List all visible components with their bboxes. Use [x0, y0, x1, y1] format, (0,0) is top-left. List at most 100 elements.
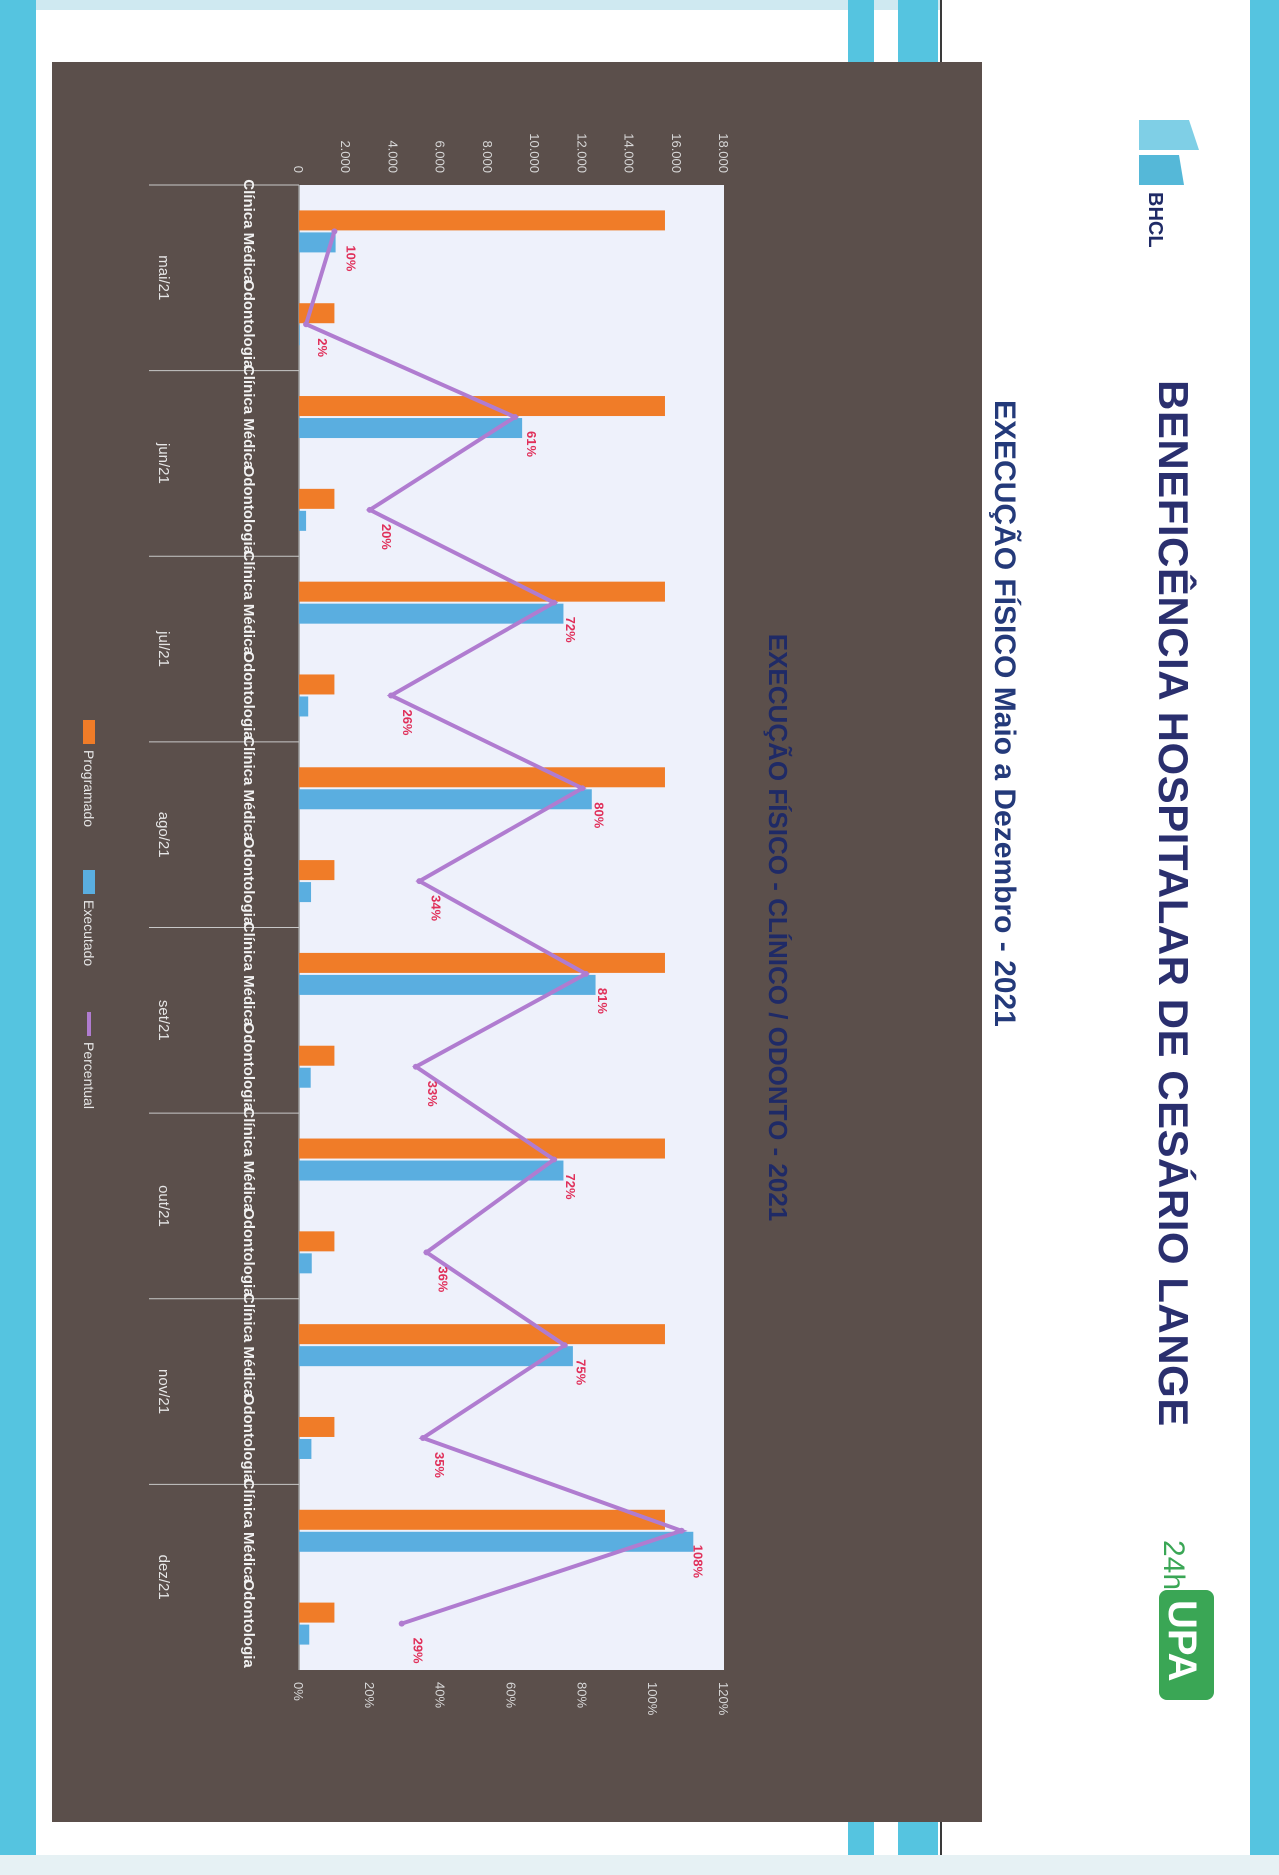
bar-programado [299, 674, 335, 695]
percentual-point [419, 1434, 426, 1441]
category-label: Clínica Médica [240, 365, 257, 470]
percentual-point [416, 878, 423, 885]
percentual-point [303, 321, 310, 328]
percentual-point [366, 506, 373, 513]
bar-programado [299, 1138, 665, 1159]
group-label: nov/21 [155, 1369, 172, 1414]
bar-programado [299, 581, 665, 602]
y-right-tick-label: 80% [574, 1682, 589, 1708]
percentual-point [551, 1156, 557, 1163]
bhcl-logo-shape-2 [1139, 155, 1184, 185]
percentual-point [412, 1063, 419, 1070]
bar-programado [299, 210, 665, 231]
percentual-point [331, 228, 338, 235]
category-label: Odontologia [240, 1023, 257, 1112]
category-label: Odontologia [240, 651, 257, 740]
y-left-tick-label: 8.000 [480, 140, 495, 173]
category-label: Clínica Médica [240, 551, 257, 656]
y-right-tick-label: 40% [433, 1682, 448, 1708]
percentual-point [579, 785, 586, 792]
percent-data-label: 20% [379, 524, 394, 550]
category-label: Clínica Médica [240, 1107, 257, 1212]
page-bottom-strip [0, 1855, 1279, 1875]
y-left-tick-label: 14.000 [622, 133, 637, 173]
group-label: set/21 [155, 1000, 172, 1041]
category-label: Odontologia [240, 1579, 257, 1668]
upa-logo-shape [1159, 1590, 1214, 1700]
chart-title: EXECUÇÃO FÍSICO - CLÍNICO / ODONTO - 202… [763, 634, 793, 1222]
y-left-tick-label: 2.000 [338, 140, 353, 173]
bar-programado [299, 1416, 335, 1437]
upa-logo: UPA 24h [1157, 1540, 1214, 1700]
bar-programado [299, 303, 335, 324]
percent-data-label: 80% [591, 802, 606, 828]
percentual-point [561, 1342, 568, 1349]
bar-executado [299, 603, 564, 624]
y-right-tick-label: 20% [362, 1682, 377, 1708]
bar-programado [299, 860, 335, 881]
legend-label: Programado [81, 750, 97, 827]
bar-executado [299, 1253, 312, 1274]
upa-logo-sub: 24h [1157, 1540, 1190, 1590]
group-label: mai/21 [155, 255, 172, 300]
y-right-tick-label: 0% [291, 1682, 306, 1701]
percent-data-label: 108% [691, 1545, 706, 1579]
percent-data-label: 33% [425, 1081, 440, 1107]
bhcl-logo-text: BHCL [1144, 192, 1166, 248]
legend-label: Percentual [81, 1042, 97, 1109]
group-label: jun/21 [155, 442, 172, 484]
group-label: dez/21 [155, 1555, 172, 1600]
percentual-point [678, 1527, 685, 1534]
percentual-line [303, 230, 688, 1626]
percent-data-label: 81% [595, 988, 610, 1014]
bar-programado [299, 1602, 335, 1623]
percent-data-label: 2% [315, 338, 330, 357]
category-label: Odontologia [240, 837, 257, 926]
percent-data-label: 72% [563, 1174, 578, 1200]
group-label: ago/21 [155, 812, 172, 858]
bar-programado [299, 488, 335, 509]
category-label: Clínica Médica [240, 922, 257, 1027]
category-label: Clínica Médica [240, 736, 257, 841]
percentual-point [398, 1620, 405, 1627]
legend-swatch [83, 870, 95, 894]
bar-executado [299, 1067, 311, 1088]
percent-data-label: 61% [524, 431, 539, 457]
bar-executado [299, 789, 592, 810]
percentual-point [582, 970, 589, 977]
group-label: out/21 [155, 1185, 172, 1227]
category-label: Clínica Médica [240, 1479, 257, 1584]
percentual-point [551, 599, 557, 606]
percent-data-label: 72% [563, 617, 578, 643]
bar-programado [299, 1045, 335, 1066]
category-label: Odontologia [240, 1394, 257, 1483]
y-left-tick-label: 6.000 [433, 140, 448, 173]
chart-layer: 0 2.000 4.000 6.000 8.000 10.000 12.000 14.000 1… [81, 133, 731, 1715]
percentual-point [423, 1249, 430, 1256]
bar-executado [299, 418, 523, 439]
percent-data-label: 75% [574, 1359, 589, 1385]
bar-executado [298, 325, 300, 346]
category-label: Odontologia [240, 466, 257, 555]
percent-data-label: 29% [411, 1638, 426, 1664]
bar-executado [298, 1438, 312, 1459]
percentual-point [512, 414, 519, 421]
category-label: Clínica Médica [240, 179, 257, 284]
bar-executado [299, 974, 596, 995]
percent-data-label: 10% [343, 245, 358, 271]
legend-label: Executado [81, 900, 97, 966]
legend-swatch [83, 720, 95, 744]
y-right-tick-label: 100% [645, 1682, 660, 1716]
bhcl-logo-shape [1139, 120, 1199, 150]
bar-programado [299, 1324, 665, 1345]
frame-left-band [0, 0, 36, 1875]
bar-executado [298, 696, 309, 717]
y-left-tick-label: 16.000 [669, 133, 684, 173]
percent-data-label: 34% [428, 895, 443, 921]
bar-executado [299, 1346, 573, 1367]
category-label: Odontologia [240, 1208, 257, 1297]
bar-programado [299, 1509, 665, 1530]
frame-right-band [1250, 0, 1279, 1875]
y-right-tick-label: 60% [504, 1682, 519, 1708]
y-left-tick-label: 4.000 [385, 140, 400, 173]
